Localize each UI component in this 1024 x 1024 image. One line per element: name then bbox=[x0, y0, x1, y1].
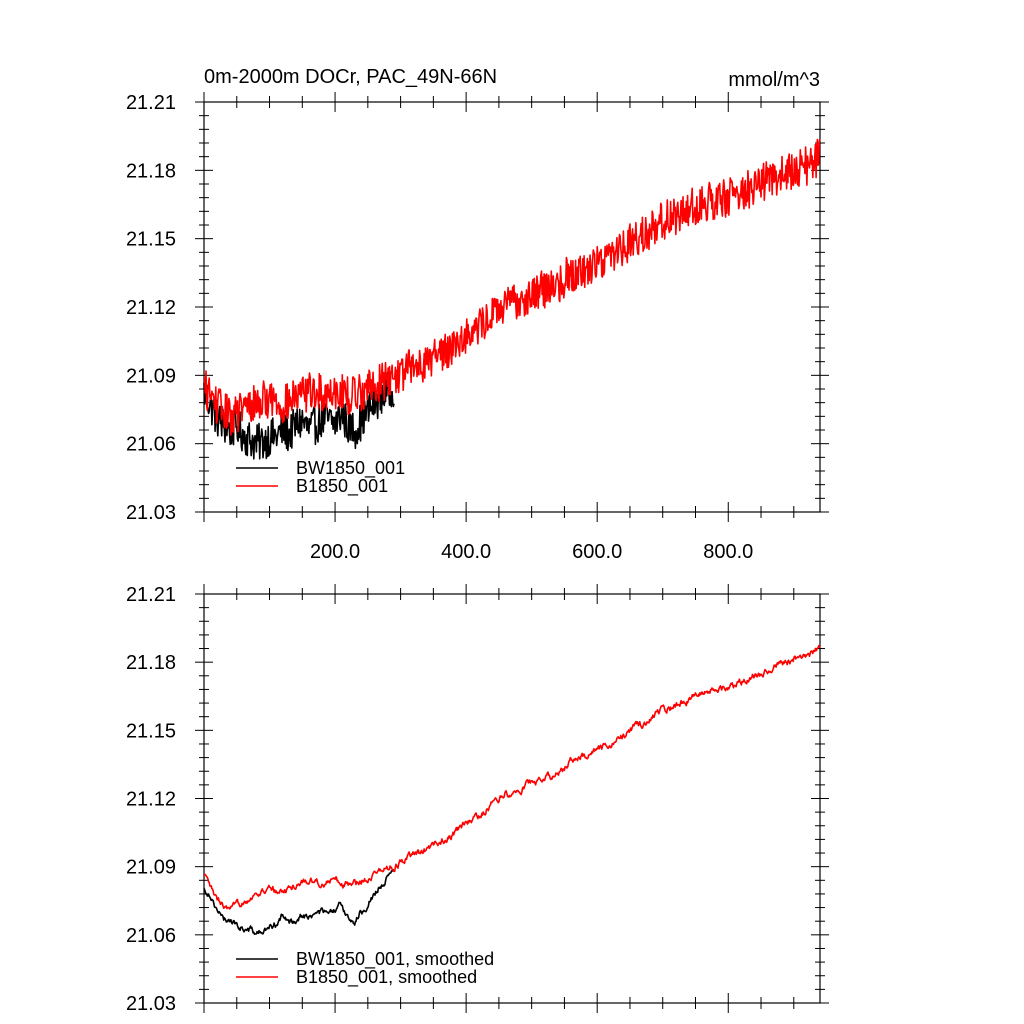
bottom-series-line-bw1850 bbox=[203, 868, 395, 936]
bottom-y-tick-label: 21.03 bbox=[126, 993, 176, 1015]
bottom-y-tick-label: 21.21 bbox=[126, 584, 176, 606]
bottom-legend-label: B1850_001, smoothed bbox=[296, 967, 477, 988]
bottom-chart-panel: 21.03 21.06 21.09 21.12 21.15 21.18 21.21 BW185… bbox=[126, 584, 829, 1015]
top-x-tick-label: 400.0 bbox=[441, 541, 491, 563]
bottom-series-line-b1850 bbox=[203, 644, 821, 910]
top-y-tick-label: 21.03 bbox=[126, 502, 176, 524]
bottom-y-tick-label: 21.15 bbox=[126, 720, 176, 742]
top-y-tick-label: 21.06 bbox=[126, 434, 176, 456]
bottom-legend-label: BW1850_001, smoothed bbox=[296, 949, 494, 970]
top-y-tick-label: 21.09 bbox=[126, 365, 176, 387]
top-y-tick-label: 21.12 bbox=[126, 297, 176, 319]
top-y-tick-label: 21.21 bbox=[126, 92, 176, 114]
top-x-tick-label: 800.0 bbox=[703, 541, 753, 563]
top-x-tick-label: 200.0 bbox=[310, 541, 360, 563]
top-legend-label: BW1850_001 bbox=[296, 458, 405, 479]
top-chart-title: 0m-2000m DOCr, PAC_49N-66N bbox=[204, 66, 497, 88]
top-chart-panel: 21.03 21.06 21.09 21.12 21.15 21.18 21.21 200.0… bbox=[126, 92, 829, 563]
bottom-y-tick-label: 21.06 bbox=[126, 925, 176, 947]
bottom-y-tick-label: 21.09 bbox=[126, 857, 176, 879]
top-series-line-bw1850 bbox=[203, 371, 395, 460]
bottom-y-tick-label: 21.12 bbox=[126, 789, 176, 811]
top-y-tick-label: 21.18 bbox=[126, 160, 176, 182]
top-x-tick-label: 600.0 bbox=[572, 541, 622, 563]
bottom-y-tick-label: 21.18 bbox=[126, 652, 176, 674]
top-plot-frame bbox=[203, 101, 821, 513]
top-y-tick-label: 21.15 bbox=[126, 229, 176, 251]
top-chart-units: mmol/m^3 bbox=[728, 69, 820, 91]
bottom-plot-frame bbox=[203, 593, 821, 1004]
top-series-line-b1850 bbox=[203, 138, 821, 436]
top-legend-label: B1850_001 bbox=[296, 476, 388, 497]
